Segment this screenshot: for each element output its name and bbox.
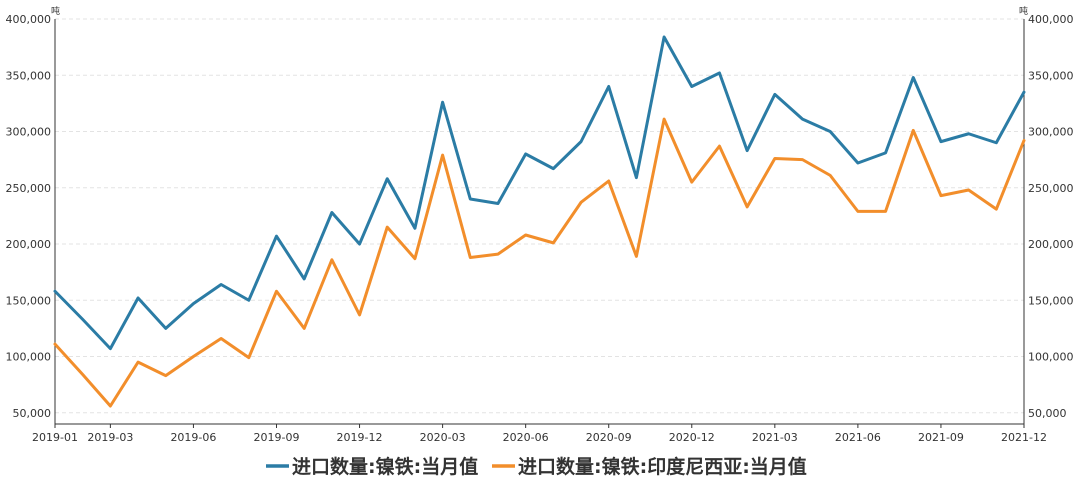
legend-item-0[interactable]: 进口数量:镍铁:当月值	[266, 455, 478, 478]
x-tick-label: 2021-12	[1001, 431, 1047, 444]
y-tick-label-right: 100,000	[1028, 351, 1074, 364]
series-line-0	[53, 35, 1026, 351]
x-tick-label: 2020-03	[420, 431, 466, 444]
y-tick-label-right: 150,000	[1028, 294, 1074, 307]
x-tick-label: 2021-03	[752, 431, 798, 444]
y-tick-label-right: 400,000	[1028, 13, 1074, 26]
x-tick-label: 2020-12	[669, 431, 715, 444]
y-tick-label-left: 50,000	[13, 407, 52, 420]
x-tick-label: 2019-09	[254, 431, 300, 444]
axes: 吨 吨	[51, 5, 1028, 425]
x-tick-label: 2020-09	[586, 431, 632, 444]
legend[interactable]: 进口数量:镍铁:当月值 进口数量:镍铁:印度尼西亚:当月值	[266, 455, 807, 478]
y-tick-labels: 50,000 50,000 100,000 100,000 150,000 150,000…	[6, 13, 1074, 420]
right-unit-label: 吨	[1019, 5, 1028, 17]
x-tick-label: 2019-06	[170, 431, 216, 444]
left-unit-label: 吨	[51, 5, 60, 17]
grid-lines	[55, 18, 1024, 414]
y-tick-label-left: 350,000	[6, 69, 52, 82]
legend-label: 进口数量:镍铁:印度尼西亚:当月值	[518, 455, 807, 478]
x-tick-label: 2019-12	[337, 431, 383, 444]
x-tick-label: 2020-06	[503, 431, 549, 444]
series-line-1	[53, 117, 1026, 408]
y-tick-label-left: 300,000	[6, 126, 52, 139]
x-tick-label: 2021-09	[918, 431, 964, 444]
legend-label: 进口数量:镍铁:当月值	[292, 455, 478, 478]
series-lines	[53, 35, 1026, 408]
y-tick-label-left: 200,000	[6, 238, 52, 251]
x-tick-label: 2021-06	[835, 431, 881, 444]
y-tick-label-left: 400,000	[6, 13, 52, 26]
y-tick-label-right: 350,000	[1028, 69, 1074, 82]
y-tick-label-right: 50,000	[1028, 407, 1067, 420]
y-tick-label-right: 200,000	[1028, 238, 1074, 251]
legend-item-1[interactable]: 进口数量:镍铁:印度尼西亚:当月值	[492, 455, 807, 478]
y-tick-label-right: 300,000	[1028, 126, 1074, 139]
y-tick-label-left: 100,000	[6, 351, 52, 364]
x-tick-label: 2019-01	[32, 431, 78, 444]
y-tick-label-left: 250,000	[6, 182, 52, 195]
x-tick-label: 2019-03	[87, 431, 133, 444]
y-tick-label-right: 250,000	[1028, 182, 1074, 195]
y-tick-label-left: 150,000	[6, 294, 52, 307]
x-tick-labels: 2019-01 2019-03 2019-06 2019-09 2019-12 2020-…	[32, 424, 1047, 444]
